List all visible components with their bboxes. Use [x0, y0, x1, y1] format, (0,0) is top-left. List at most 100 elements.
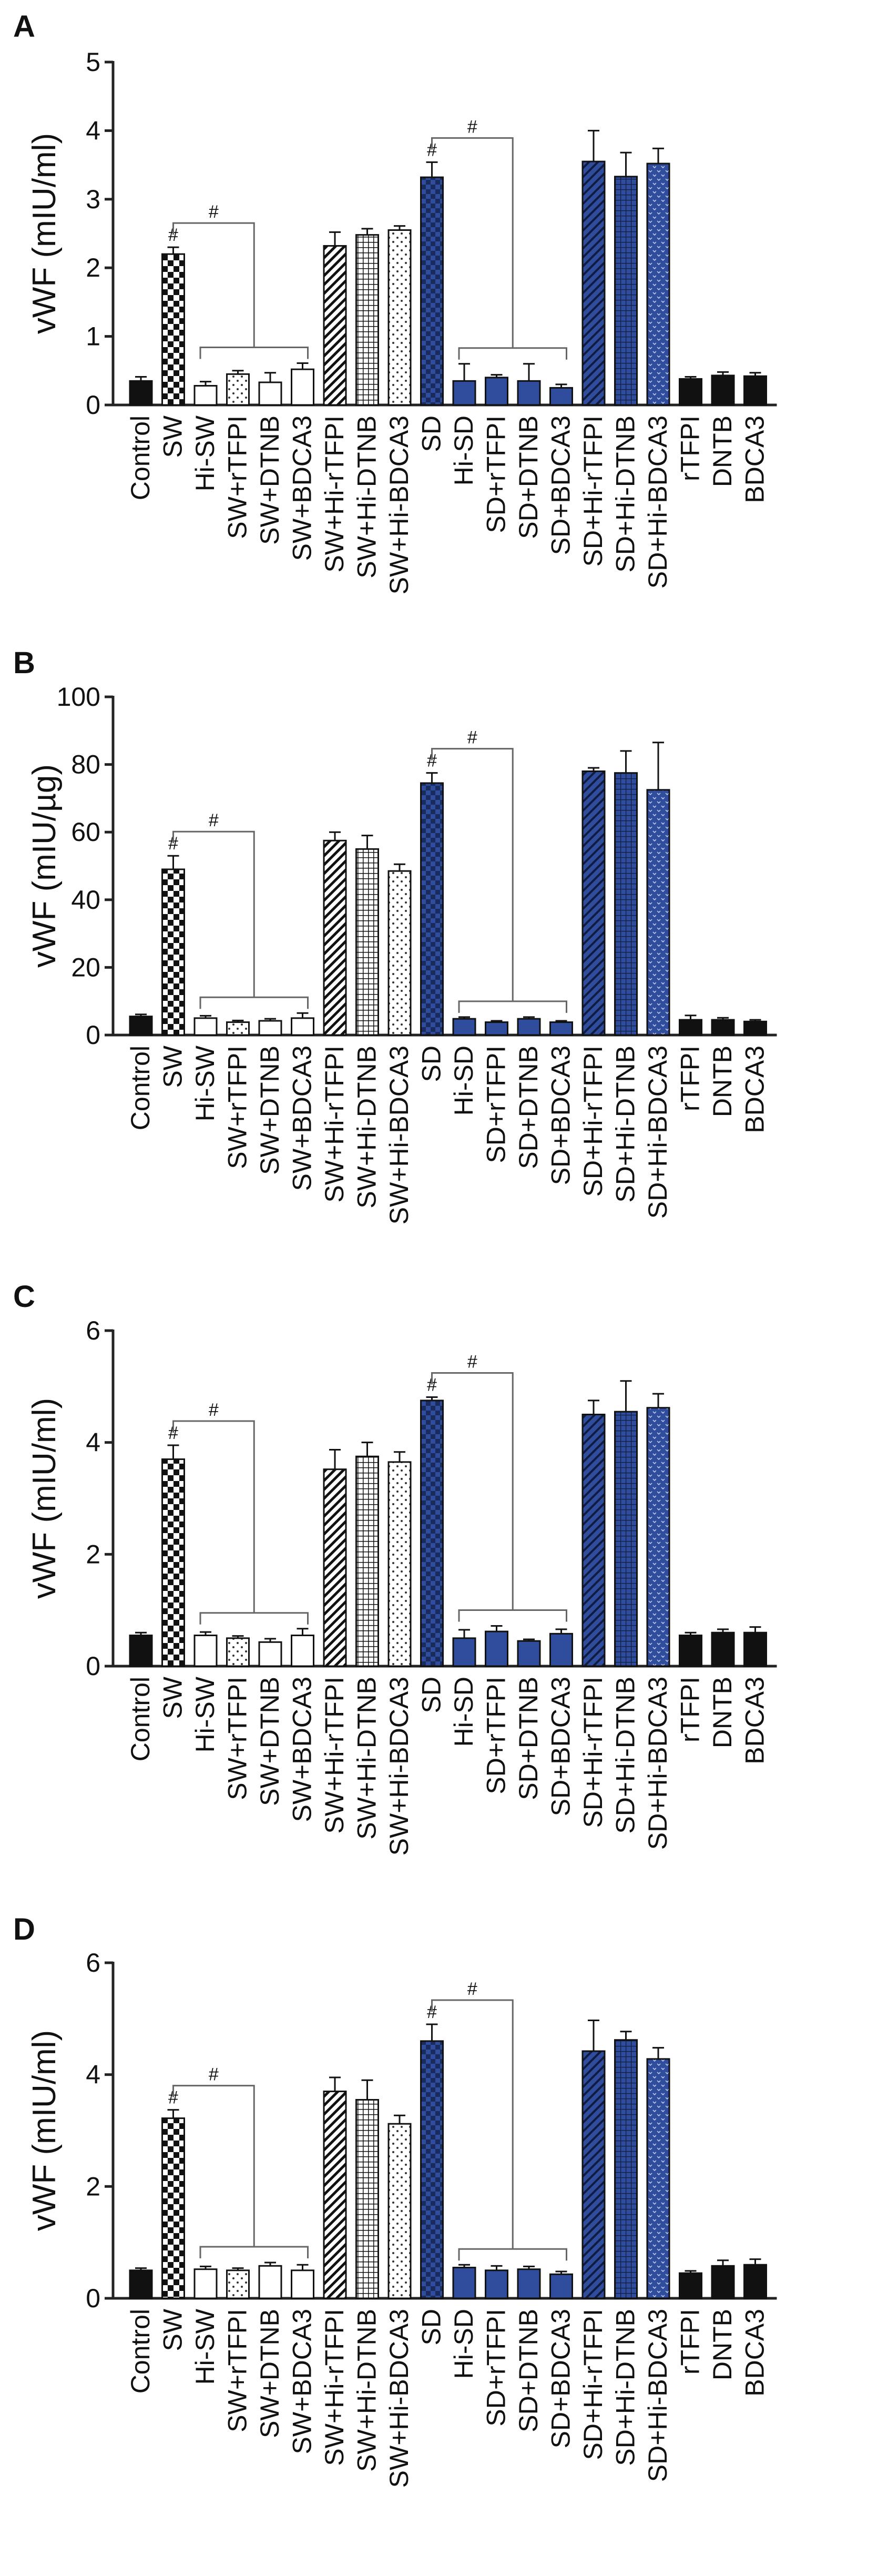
bar-rtfpi — [679, 1019, 702, 1036]
bar-sw-hi-bdca3 — [387, 2123, 412, 2299]
y-tick-label: 0 — [86, 1651, 100, 1681]
x-tick-label: rTFPI — [676, 1677, 705, 1742]
x-tick-label: DNTB — [708, 1046, 737, 1117]
x-tick-label: SD+BDCA3 — [546, 1677, 576, 1816]
bar-sw-hi-dtnb — [355, 1455, 379, 1667]
bracket-significance-marker: # — [209, 1400, 219, 1420]
bar-bdca3 — [743, 2264, 767, 2299]
bar-sw-dtnb — [258, 2265, 282, 2299]
x-tick-label: Hi-SD — [449, 415, 478, 485]
x-tick-label: SD+DTNB — [514, 2309, 543, 2432]
bracket-significance-marker: # — [209, 202, 219, 222]
x-tick-label: BDCA3 — [740, 1046, 770, 1133]
bar-sd-dtnb — [517, 1018, 541, 1036]
bar-sw-rtfpi — [226, 373, 250, 406]
bar-bdca3 — [743, 1020, 767, 1036]
bar-sw-hi-bdca3 — [387, 870, 412, 1036]
y-axis-label: vWF (mIU/ml) — [26, 2030, 63, 2231]
x-tick-label: SW+Hi-DTNB — [352, 415, 382, 579]
x-tick-label: DNTB — [708, 415, 737, 487]
comparison-bracket — [172, 222, 255, 348]
bar-sd-hi-dtnb — [614, 2039, 638, 2299]
x-tick-label: SW+DTNB — [255, 1677, 284, 1806]
bar-sw — [161, 1458, 185, 1667]
y-tick-label: 60 — [71, 817, 100, 847]
significance-marker: # — [168, 225, 178, 245]
x-tick-label: SW+DTNB — [255, 2309, 284, 2438]
significance-marker: # — [427, 1375, 437, 1395]
bracket-significance-marker: # — [467, 117, 477, 137]
bar-sw — [161, 2117, 185, 2299]
x-tick-label: SD+Hi-BDCA3 — [643, 1046, 672, 1219]
bar-hi-sd — [452, 380, 476, 406]
bar-sw-rtfpi — [226, 1021, 250, 1036]
bar-sw-dtnb — [258, 1020, 282, 1036]
bar-sw-hi-rtfpi — [323, 2091, 347, 2299]
x-tick-label: SD+DTNB — [514, 1677, 543, 1800]
bar-sw-hi-dtnb — [355, 848, 379, 1036]
bracket-significance-marker: # — [467, 728, 477, 748]
x-tick-label: SD+rTFPI — [482, 1677, 511, 1794]
y-tick-label: 4 — [86, 1428, 100, 1457]
bar-sw-bdca3 — [291, 2269, 314, 2299]
bar-control — [129, 1635, 153, 1667]
bar-sd-rtfpi — [485, 1630, 508, 1667]
x-tick-label: SW+rTFPI — [223, 1677, 252, 1800]
bar-sw — [161, 253, 185, 406]
bar-hi-sd — [452, 2267, 476, 2299]
x-tick-label: SW — [158, 1045, 188, 1088]
bar-rtfpi — [679, 1635, 702, 1667]
x-tick-label: SD — [417, 415, 446, 452]
x-tick-label: Hi-SW — [190, 1045, 220, 1121]
comparison-bracket-span — [458, 1000, 567, 1013]
panel-label: A — [13, 9, 35, 44]
y-tick-label: 4 — [86, 116, 100, 145]
bar-sd-bdca3 — [549, 387, 573, 406]
bar-sd-hi-dtnb — [614, 176, 638, 406]
x-tick-label: SD+Hi-DTNB — [611, 415, 640, 573]
y-tick-label: 80 — [71, 750, 100, 779]
bar-sd-hi-bdca3 — [646, 163, 670, 406]
bar-sd-hi-rtfpi — [581, 160, 606, 406]
comparison-bracket — [172, 2085, 255, 2247]
comparison-bracket — [431, 1372, 514, 1610]
x-tick-label: SW+DTNB — [255, 415, 284, 545]
comparison-bracket — [172, 1420, 255, 1613]
x-tick-label: BDCA3 — [740, 415, 770, 503]
x-tick-label: BDCA3 — [740, 2309, 770, 2397]
bar-sd — [420, 176, 444, 406]
significance-marker: # — [427, 751, 437, 771]
bar-sw-dtnb — [258, 381, 282, 406]
bar-sd-hi-dtnb — [614, 772, 638, 1036]
bar-sd-rtfpi — [485, 377, 508, 406]
y-tick-label: 3 — [86, 185, 100, 214]
bracket-significance-marker: # — [467, 1979, 477, 1999]
bar-sd-hi-bdca3 — [646, 789, 670, 1036]
x-tick-label: Hi-SW — [190, 2308, 220, 2385]
comparison-bracket-span — [458, 1609, 567, 1622]
x-tick-label: Hi-SW — [190, 415, 220, 491]
bar-sd-dtnb — [517, 2268, 541, 2299]
bar-sd-dtnb — [517, 1640, 541, 1667]
x-tick-label: SW+BDCA3 — [288, 1677, 317, 1822]
comparison-bracket-span — [199, 346, 309, 359]
x-tick-label: SD+Hi-DTNB — [611, 1046, 640, 1203]
bar-sw-hi-bdca3 — [387, 229, 412, 406]
bar-sw — [161, 868, 185, 1036]
x-tick-label: SD+Hi-rTFPI — [578, 1677, 608, 1828]
bar-control — [129, 1016, 153, 1036]
x-tick-label: SW+Hi-BDCA3 — [384, 1046, 414, 1224]
bracket-significance-marker: # — [209, 810, 219, 830]
x-tick-label: SD+rTFPI — [482, 2309, 511, 2427]
x-tick-label: SW+rTFPI — [223, 415, 252, 539]
y-tick-label: 5 — [86, 47, 100, 77]
bar-sw-bdca3 — [291, 1017, 314, 1036]
x-tick-label: SD+DTNB — [514, 415, 543, 539]
x-tick-label: SW+BDCA3 — [288, 2309, 317, 2454]
bar-sw-hi-dtnb — [355, 234, 379, 406]
x-tick-label: Control — [126, 1046, 155, 1130]
bar-sw-dtnb — [258, 1641, 282, 1667]
